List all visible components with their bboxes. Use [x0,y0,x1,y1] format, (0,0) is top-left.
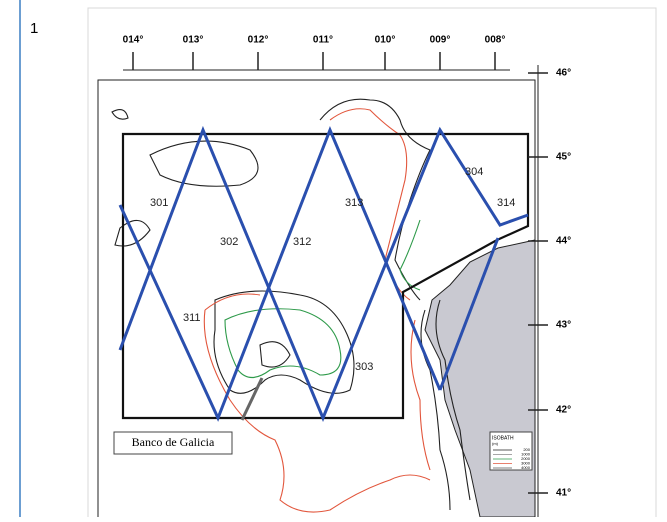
lat-label: 43° [556,320,571,331]
lon-label: 014° [123,35,144,46]
ship-track [118,125,529,422]
track-label: 311 [183,312,201,324]
track-label: 312 [293,236,311,248]
lat-label: 46° [556,68,571,79]
legend-label: 3000 [521,461,531,466]
place-box [113,431,233,455]
track-label: 301 [150,197,168,209]
place-label: Banco de Galicia [132,435,215,449]
axes: 014° 013° 012° 011° 010° 009° 008° 46° 45° 44° 43°… [123,35,571,517]
legend-label: 2000 [521,456,531,461]
legend-label: 4000 [521,465,531,470]
legend-title: ISOBATH [492,435,514,441]
track-label: 303 [355,361,373,373]
track-label: 302 [220,236,238,248]
lon-label: 009° [430,35,451,46]
lon-label: 011° [313,35,333,46]
track-label: 313 [345,197,363,209]
legend-label: 200 [523,447,530,452]
track-label: 314 [497,197,515,209]
lat-label: 45° [556,152,571,163]
lat-label: 41° [556,488,571,499]
lat-label: 44° [556,236,571,247]
figure-number: 1 [30,20,38,37]
figure-frame [87,7,657,522]
callout-line [240,377,264,421]
track-labels: 301 302 312 313 304 314 311 303 [150,166,515,373]
lon-label: 012° [248,35,269,46]
study-area [121,132,530,420]
lon-label: 013° [183,35,204,46]
lon-label: 010° [375,35,396,46]
legend-unit: (m) [492,441,499,446]
legend-label: 1000 [521,452,531,457]
lon-label: 008° [485,35,506,46]
ship-track [118,126,442,422]
ship-track [438,237,500,391]
track-label: 304 [465,166,483,178]
lat-label: 42° [556,405,571,416]
